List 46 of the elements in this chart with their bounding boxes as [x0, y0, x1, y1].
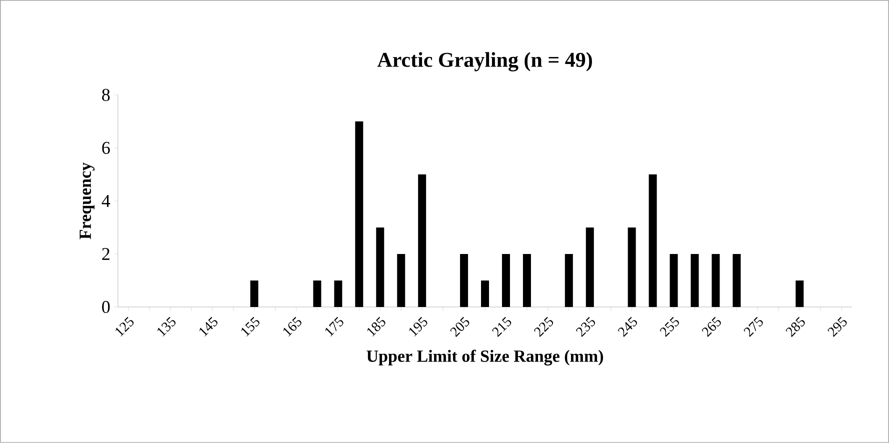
- x-tick-label: 235: [576, 316, 596, 337]
- bar: [334, 280, 342, 308]
- x-tick-label: 285: [786, 316, 805, 338]
- bar: [313, 280, 322, 308]
- bar: [250, 280, 258, 308]
- x-tick-label: 155: [241, 316, 260, 337]
- bar: [586, 227, 594, 308]
- bar: [628, 227, 636, 308]
- bar: [481, 280, 490, 308]
- chart-title: Arctic Grayling (n = 49): [377, 52, 592, 72]
- x-tick-label: 225: [534, 316, 554, 337]
- bar: [732, 254, 741, 308]
- bar: [522, 254, 531, 308]
- bar: [376, 227, 384, 308]
- x-tick-label: 185: [367, 316, 386, 337]
- y-tick-label: 2: [102, 248, 110, 260]
- y-tick-label: 4: [102, 195, 110, 207]
- x-tick-label: 145: [199, 316, 218, 337]
- x-tick-label: 175: [325, 316, 344, 337]
- bar: [418, 174, 426, 308]
- x-tick-label: 295: [828, 316, 847, 337]
- y-tick-label: 8: [102, 88, 110, 102]
- x-tick-label: 205: [450, 316, 470, 338]
- x-tick-label: 245: [618, 316, 637, 337]
- bar: [564, 254, 573, 308]
- x-tick-label: 165: [283, 316, 302, 337]
- bar: [690, 254, 699, 308]
- bar: [397, 254, 406, 308]
- bar: [712, 254, 720, 308]
- bar: [502, 254, 510, 308]
- bar: [460, 254, 468, 308]
- x-tick-label: 125: [116, 316, 134, 337]
- y-tick-label: 0: [102, 300, 110, 314]
- x-tick-label: 265: [702, 316, 721, 337]
- x-tick-label: 215: [492, 316, 512, 337]
- bar: [355, 121, 364, 308]
- y-tick-label: 6: [102, 142, 110, 154]
- x-tick-label: 135: [158, 316, 176, 337]
- bar: [670, 254, 678, 308]
- x-tick-label: 275: [744, 316, 763, 337]
- x-tick-label: 195: [409, 316, 428, 337]
- y-axis-title: Frequency: [80, 162, 95, 240]
- x-tick-label: 255: [660, 316, 679, 337]
- bar: [648, 174, 657, 308]
- x-axis-title: Upper Limit of Size Range (mm): [366, 350, 604, 366]
- bar: [796, 280, 804, 308]
